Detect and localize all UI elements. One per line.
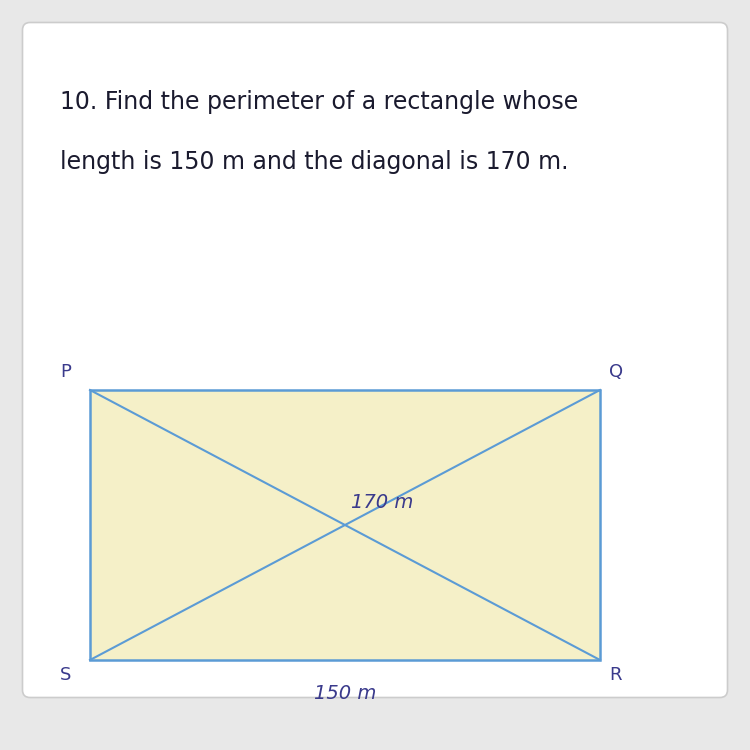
Text: S: S bbox=[60, 666, 71, 684]
Text: length is 150 m and the diagonal is 170 m.: length is 150 m and the diagonal is 170 … bbox=[60, 150, 568, 174]
Text: Q: Q bbox=[609, 363, 623, 381]
Bar bbox=[90, 390, 600, 660]
Text: 10. Find the perimeter of a rectangle whose: 10. Find the perimeter of a rectangle wh… bbox=[60, 90, 578, 114]
Text: 170 m: 170 m bbox=[351, 493, 414, 512]
Text: 150 m: 150 m bbox=[314, 684, 376, 703]
Text: P: P bbox=[60, 363, 71, 381]
FancyBboxPatch shape bbox=[22, 22, 728, 698]
Text: R: R bbox=[609, 666, 622, 684]
